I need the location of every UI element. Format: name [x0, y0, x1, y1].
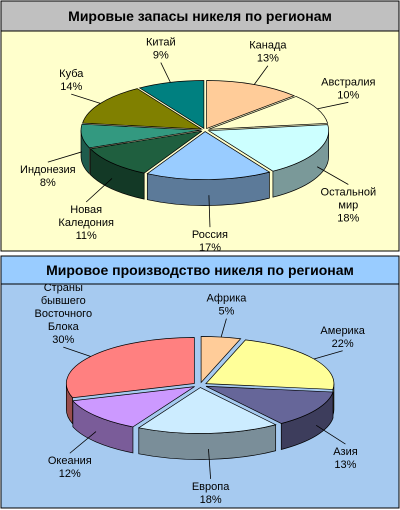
leader-line — [220, 318, 227, 338]
value-label: 11% — [76, 230, 97, 242]
pie-slice — [205, 339, 335, 390]
pie-slice — [72, 386, 195, 428]
slice-label: Азия — [333, 446, 358, 458]
leader-line — [47, 151, 83, 163]
leader-line — [317, 166, 349, 185]
pie-slice — [205, 385, 334, 424]
chart-title: Мировые запасы никеля по регионам — [68, 8, 332, 24]
pie-slice — [137, 387, 277, 434]
leader-line — [208, 195, 211, 228]
slice-label: Россия — [192, 229, 228, 241]
leader-line — [160, 62, 171, 83]
slice-label: Европа — [192, 481, 230, 493]
chart-title: Мировое производство никеля по регионам — [46, 262, 354, 278]
leader-line — [313, 350, 343, 360]
pie-slice — [80, 123, 202, 149]
slice-label: Индонезия — [20, 164, 76, 176]
value-label: 14% — [60, 81, 82, 93]
pie-slice — [138, 80, 205, 130]
slice-label: Остальной мир — [321, 186, 377, 211]
pie-slice — [206, 80, 296, 130]
slice-label: Канада — [249, 40, 287, 52]
title-bar — [0, 255, 400, 285]
leader-line — [63, 346, 91, 357]
slice-label: Китай — [146, 37, 176, 49]
value-label: 8% — [40, 177, 56, 189]
slice-label: Куба — [59, 68, 84, 80]
slice-label: Америка — [320, 325, 365, 337]
pie-slice — [207, 124, 329, 172]
leader-line — [71, 93, 101, 104]
pie-slice — [146, 131, 271, 180]
pie-slice — [208, 96, 329, 130]
leader-line — [315, 424, 346, 445]
value-label: 9% — [153, 50, 169, 62]
value-label: 5% — [218, 306, 234, 318]
slice-label: Страны бывшего Восточного Блока — [35, 282, 93, 333]
value-label: 18% — [200, 494, 222, 506]
value-label: 13% — [334, 459, 356, 471]
leader-line — [69, 431, 97, 454]
slice-label: Океания — [48, 455, 92, 467]
leader-line — [85, 178, 113, 203]
title-bar — [0, 0, 400, 32]
value-label: 10% — [337, 89, 359, 101]
value-label: 30% — [52, 334, 74, 346]
slice-label: Австралия — [321, 76, 375, 88]
pie-slice — [89, 130, 203, 174]
value-label: 22% — [332, 338, 354, 350]
slice-label: Африка — [206, 293, 247, 305]
pie-slice — [200, 336, 242, 384]
value-label: 12% — [59, 468, 81, 480]
value-label: 17% — [199, 242, 221, 254]
leader-line — [253, 65, 269, 85]
leader-line — [208, 448, 212, 479]
slice-label: Новая Каледония — [58, 204, 114, 229]
value-label: 13% — [257, 53, 279, 65]
value-label: 18% — [337, 212, 359, 224]
leader-line — [317, 101, 349, 110]
